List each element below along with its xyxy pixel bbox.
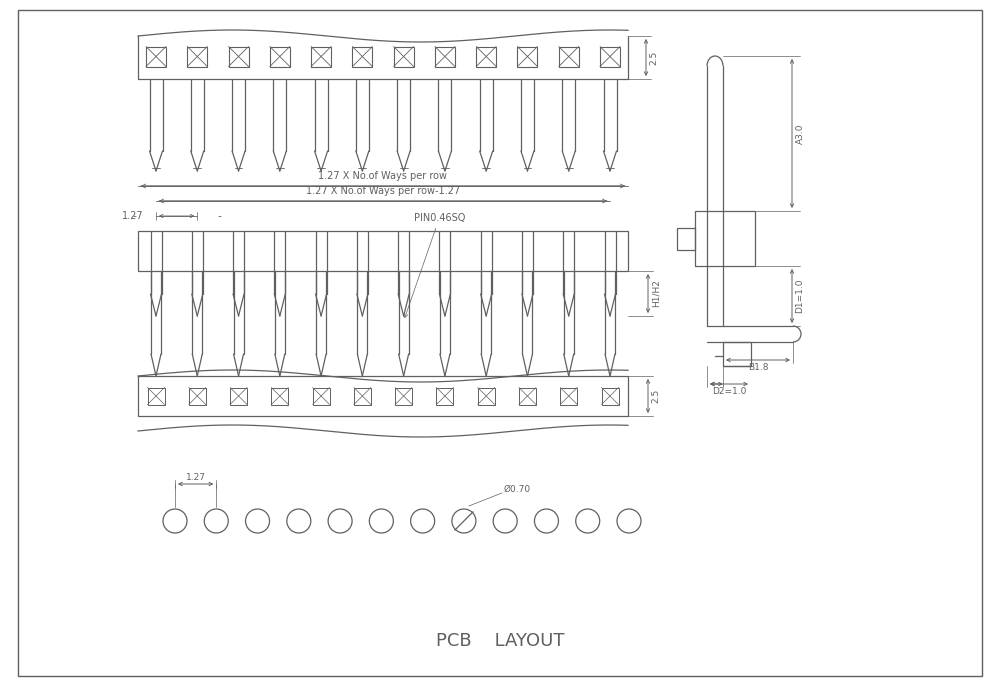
Bar — [354, 388, 371, 405]
Bar — [435, 47, 455, 67]
Bar — [352, 47, 372, 67]
Bar — [436, 388, 453, 405]
Text: 1.27 X No.of Ways per row-1.27: 1.27 X No.of Ways per row-1.27 — [306, 186, 460, 196]
Bar — [695, 211, 755, 266]
Bar — [394, 47, 414, 67]
Bar — [600, 47, 620, 67]
Bar — [189, 388, 206, 405]
Bar — [478, 388, 495, 405]
Text: Ø0.70: Ø0.70 — [504, 484, 531, 493]
Bar — [517, 47, 537, 67]
Text: 2.5: 2.5 — [652, 389, 660, 403]
Text: 2.5: 2.5 — [650, 50, 658, 64]
Text: PCB    LAYOUT: PCB LAYOUT — [436, 632, 564, 650]
Text: -: - — [217, 211, 221, 221]
Text: H1/H2: H1/H2 — [652, 280, 660, 307]
Text: A3.0: A3.0 — [796, 123, 804, 144]
Text: PIN0.46SQ: PIN0.46SQ — [404, 213, 465, 318]
Bar — [271, 388, 288, 405]
Text: D2=1.0: D2=1.0 — [712, 386, 746, 396]
Text: B1.8: B1.8 — [748, 362, 768, 372]
Bar — [677, 228, 695, 250]
Bar — [519, 388, 536, 405]
Bar — [602, 388, 618, 405]
Bar — [148, 388, 164, 405]
Bar — [230, 388, 247, 405]
Bar — [559, 47, 579, 67]
Bar — [187, 47, 207, 67]
Text: 1.27: 1.27 — [122, 211, 144, 221]
Text: 1.27 X No.of Ways per row: 1.27 X No.of Ways per row — [318, 171, 448, 181]
Bar — [476, 47, 496, 67]
Bar — [311, 47, 331, 67]
Text: -: - — [132, 211, 136, 221]
Bar — [395, 388, 412, 405]
Bar — [138, 231, 628, 271]
Bar — [229, 47, 249, 67]
Bar — [138, 376, 628, 416]
Bar — [723, 342, 751, 366]
Bar — [146, 47, 166, 67]
Text: 1.27: 1.27 — [186, 473, 206, 482]
Bar — [560, 388, 577, 405]
Bar — [313, 388, 330, 405]
Bar — [270, 47, 290, 67]
Text: D1=1.0: D1=1.0 — [796, 279, 804, 314]
